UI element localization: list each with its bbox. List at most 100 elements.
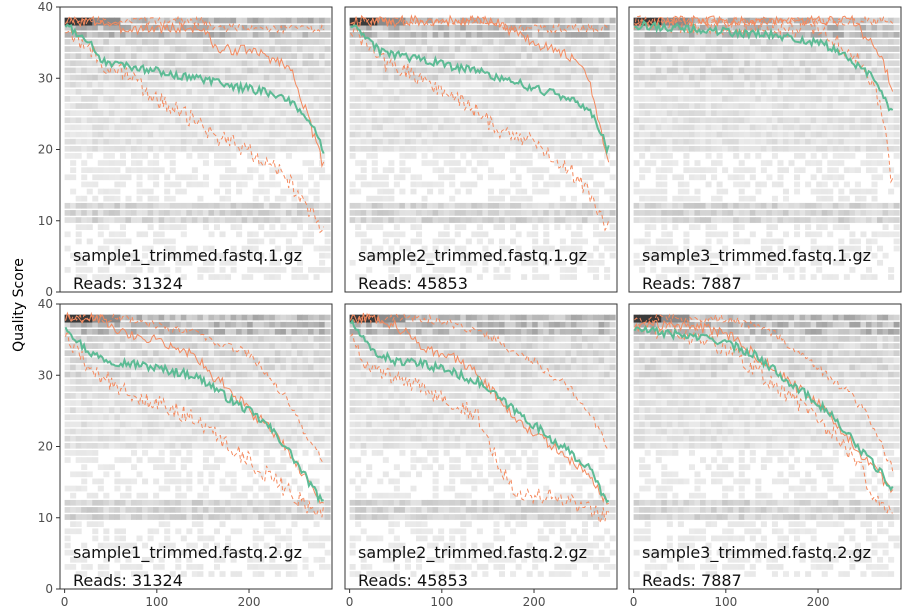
heat-cell — [805, 96, 812, 102]
heat-cell — [716, 74, 723, 81]
heat-cell — [296, 110, 303, 117]
heat-cell — [186, 131, 193, 138]
heat-cell — [639, 31, 646, 38]
heat-cell — [581, 103, 588, 109]
heat-cell — [888, 81, 895, 88]
heat-cell — [672, 60, 679, 67]
heat-cell — [476, 160, 483, 166]
heat-cell — [865, 153, 872, 159]
heat-cell — [655, 238, 662, 245]
heat-cell — [559, 210, 566, 216]
heat-cell — [219, 153, 226, 159]
heat-cell — [799, 167, 806, 174]
heat-cell — [258, 31, 265, 38]
heat-cell — [882, 110, 889, 117]
heat-cell — [258, 131, 265, 138]
heat-cell — [75, 378, 82, 385]
heat-cell — [410, 259, 417, 266]
heat-cell — [650, 81, 657, 88]
heat-cell — [64, 435, 71, 442]
heat-cell — [86, 414, 93, 421]
heat-cell — [153, 328, 160, 335]
heat-cell — [108, 231, 115, 238]
heat-cell — [202, 81, 209, 88]
heat-cell — [661, 39, 668, 45]
heat-cell — [291, 274, 298, 280]
heat-cell — [587, 60, 594, 67]
heat-cell — [258, 210, 265, 216]
heat-cell — [639, 145, 646, 152]
heat-cell — [202, 103, 209, 109]
heat-cell — [219, 67, 226, 74]
heat-cell — [114, 350, 121, 357]
heat-cell — [130, 145, 138, 152]
heat-cell — [733, 39, 740, 45]
heat-cell — [510, 81, 517, 88]
heat-cell — [241, 88, 248, 95]
heat-cell — [114, 17, 121, 26]
heat-cell — [169, 153, 176, 159]
heat-cell — [443, 67, 450, 74]
heat-cell — [443, 245, 450, 252]
heat-cell — [399, 145, 406, 152]
heat-cell — [644, 167, 651, 174]
heat-cell — [64, 378, 71, 385]
heat-cell — [821, 145, 828, 152]
heat-cell — [393, 96, 400, 102]
heat-cell — [236, 210, 243, 216]
heat-cell — [727, 117, 734, 124]
heat-cell — [92, 103, 99, 109]
heat-cell — [92, 421, 99, 428]
heat-cell — [460, 217, 467, 223]
heat-cell — [208, 210, 215, 216]
heat-cell — [180, 393, 187, 399]
heat-cell — [247, 31, 254, 38]
heat-cell — [421, 81, 428, 88]
heat-cell — [465, 46, 472, 52]
heat-cell — [241, 81, 248, 88]
heat-cell — [699, 138, 707, 145]
heat-cell — [247, 74, 254, 81]
heat-cell — [81, 393, 88, 399]
heat-cell — [64, 267, 71, 273]
heat-cell — [832, 210, 839, 216]
heat-cell — [771, 195, 778, 202]
heat-cell — [302, 110, 309, 117]
heat-cell — [103, 571, 110, 577]
heat-cell — [153, 371, 160, 378]
heat-cell — [482, 103, 489, 109]
heat-cell — [688, 167, 695, 174]
heat-cell — [366, 131, 373, 138]
heat-cell — [382, 110, 389, 117]
heat-cell — [816, 217, 823, 223]
heat-cell — [810, 53, 817, 60]
heat-cell — [158, 60, 165, 67]
heat-cell — [766, 74, 773, 81]
heat-cell — [81, 96, 88, 102]
heat-cell — [705, 131, 712, 138]
heat-cell — [432, 117, 439, 124]
heat-cell — [738, 210, 745, 216]
heat-cell — [92, 364, 99, 371]
heat-cell — [415, 17, 423, 24]
heat-cell — [388, 88, 395, 95]
heat-cell — [219, 31, 226, 38]
heat-cell — [70, 67, 77, 74]
heat-cell — [180, 535, 187, 542]
heat-cell — [705, 267, 712, 273]
heat-cell — [449, 138, 456, 145]
heat-cell — [296, 274, 303, 280]
heat-cell — [252, 267, 259, 273]
heat-cell — [688, 202, 695, 209]
heat-cell — [64, 81, 71, 88]
heat-cell — [81, 350, 88, 357]
heat-cell — [504, 110, 511, 117]
heat-cell — [180, 67, 187, 74]
heat-cell — [169, 167, 176, 174]
heat-cell — [487, 67, 494, 74]
heat-cell — [97, 464, 104, 471]
heat-cell — [142, 393, 149, 399]
heat-cell — [609, 96, 616, 102]
heat-cell — [537, 103, 544, 109]
heat-cell — [722, 138, 729, 145]
